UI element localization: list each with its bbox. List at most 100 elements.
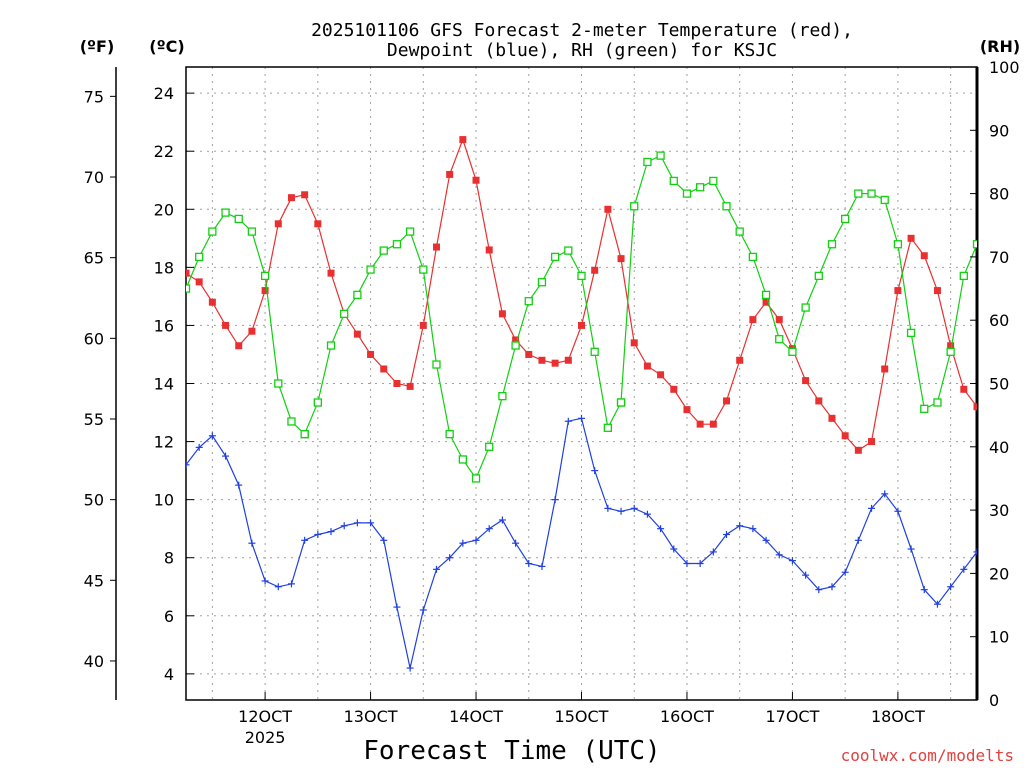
data-point — [525, 350, 533, 358]
rh-tick-label: 40 — [989, 438, 1009, 457]
data-point — [657, 525, 665, 533]
data-point — [419, 606, 427, 614]
data-point — [893, 240, 903, 249]
data-point — [775, 335, 784, 344]
data-point — [247, 227, 257, 236]
data-point — [406, 382, 414, 390]
celsius-tick-label: 24 — [154, 84, 174, 103]
data-point — [313, 398, 322, 407]
data-point — [736, 522, 744, 530]
fahrenheit-tick-label: 45 — [84, 571, 104, 590]
data-point — [471, 474, 481, 483]
data-point — [670, 545, 678, 553]
data-point — [972, 240, 977, 249]
data-point — [367, 350, 375, 358]
data-point — [1000, 415, 1007, 422]
data-point — [512, 539, 520, 547]
data-point — [933, 287, 941, 295]
x-tick-label: 17OCT — [765, 707, 819, 726]
data-point — [867, 189, 876, 198]
data-point — [195, 443, 203, 451]
data-point — [670, 385, 678, 393]
data-point — [578, 414, 585, 422]
data-point — [723, 397, 731, 405]
data-point — [405, 227, 415, 236]
data-point — [406, 664, 414, 672]
data-point — [512, 336, 520, 344]
data-point — [551, 496, 559, 504]
data-point — [748, 252, 758, 262]
data-point — [301, 191, 309, 199]
rh-tick-label: 90 — [989, 121, 1009, 140]
data-point — [802, 571, 810, 579]
chart-title-line2: Dewpoint (blue), RH (green) for KSJC — [387, 40, 777, 61]
data-point — [603, 423, 613, 432]
data-point — [301, 536, 309, 544]
data-point — [591, 467, 599, 475]
data-point — [880, 195, 889, 205]
rh-tick-label: 60 — [989, 311, 1009, 330]
data-point — [186, 269, 190, 277]
data-point — [987, 412, 994, 419]
data-point — [630, 504, 638, 512]
celsius-tick-label: 20 — [154, 200, 174, 219]
data-point — [696, 560, 704, 568]
data-point — [248, 539, 256, 547]
celsius-tick-label: 12 — [154, 433, 174, 452]
data-point — [630, 202, 639, 211]
data-point — [459, 539, 467, 547]
data-point — [524, 297, 533, 306]
data-point — [525, 560, 533, 568]
data-point — [696, 420, 704, 428]
x-tick-label: 14OCT — [449, 707, 503, 726]
celsius-tick-label: 16 — [154, 316, 174, 335]
data-point — [617, 255, 625, 263]
data-point — [472, 536, 480, 544]
x-tick-sublabel: 2025 — [245, 728, 286, 747]
data-point — [498, 392, 507, 401]
data-point — [973, 548, 977, 556]
data-point — [946, 347, 955, 357]
data-point — [498, 310, 506, 318]
data-point — [208, 227, 217, 236]
unit-label-fahrenheit: (ºF) — [80, 37, 115, 56]
data-point — [208, 298, 216, 306]
data-point — [920, 404, 929, 413]
data-point — [881, 490, 889, 498]
data-point — [446, 554, 454, 562]
data-point — [379, 246, 388, 255]
data-point — [380, 365, 388, 373]
rh-tick-label: 80 — [989, 185, 1009, 204]
data-point — [947, 342, 955, 350]
rh-tick-label: 50 — [989, 375, 1009, 394]
data-point — [1000, 203, 1007, 210]
data-point — [393, 603, 401, 611]
data-point — [894, 507, 902, 515]
data-point — [564, 246, 573, 255]
data-point — [300, 429, 309, 439]
x-tick-label: 16OCT — [660, 707, 714, 726]
data-point — [366, 265, 375, 274]
data-point — [775, 316, 783, 324]
data-point — [920, 586, 928, 594]
celsius-tick-label: 18 — [154, 258, 174, 277]
data-point — [458, 455, 468, 464]
data-point — [459, 136, 467, 144]
data-point — [868, 504, 876, 512]
data-point — [788, 557, 796, 565]
plot-frame — [115, 66, 979, 701]
data-point — [578, 321, 585, 329]
data-point — [933, 600, 941, 608]
celsius-tick-label: 6 — [164, 607, 174, 626]
rh-tick-label: 0 — [989, 691, 999, 710]
series-layer — [186, 136, 1007, 672]
data-point — [947, 583, 955, 591]
fahrenheit-tick-label: 50 — [84, 491, 104, 510]
series-relative-humidity — [186, 151, 1007, 483]
data-point — [841, 432, 849, 440]
data-point — [617, 507, 625, 515]
data-point — [380, 536, 388, 544]
data-point — [841, 568, 849, 576]
data-point — [287, 417, 296, 426]
data-point — [722, 202, 731, 211]
